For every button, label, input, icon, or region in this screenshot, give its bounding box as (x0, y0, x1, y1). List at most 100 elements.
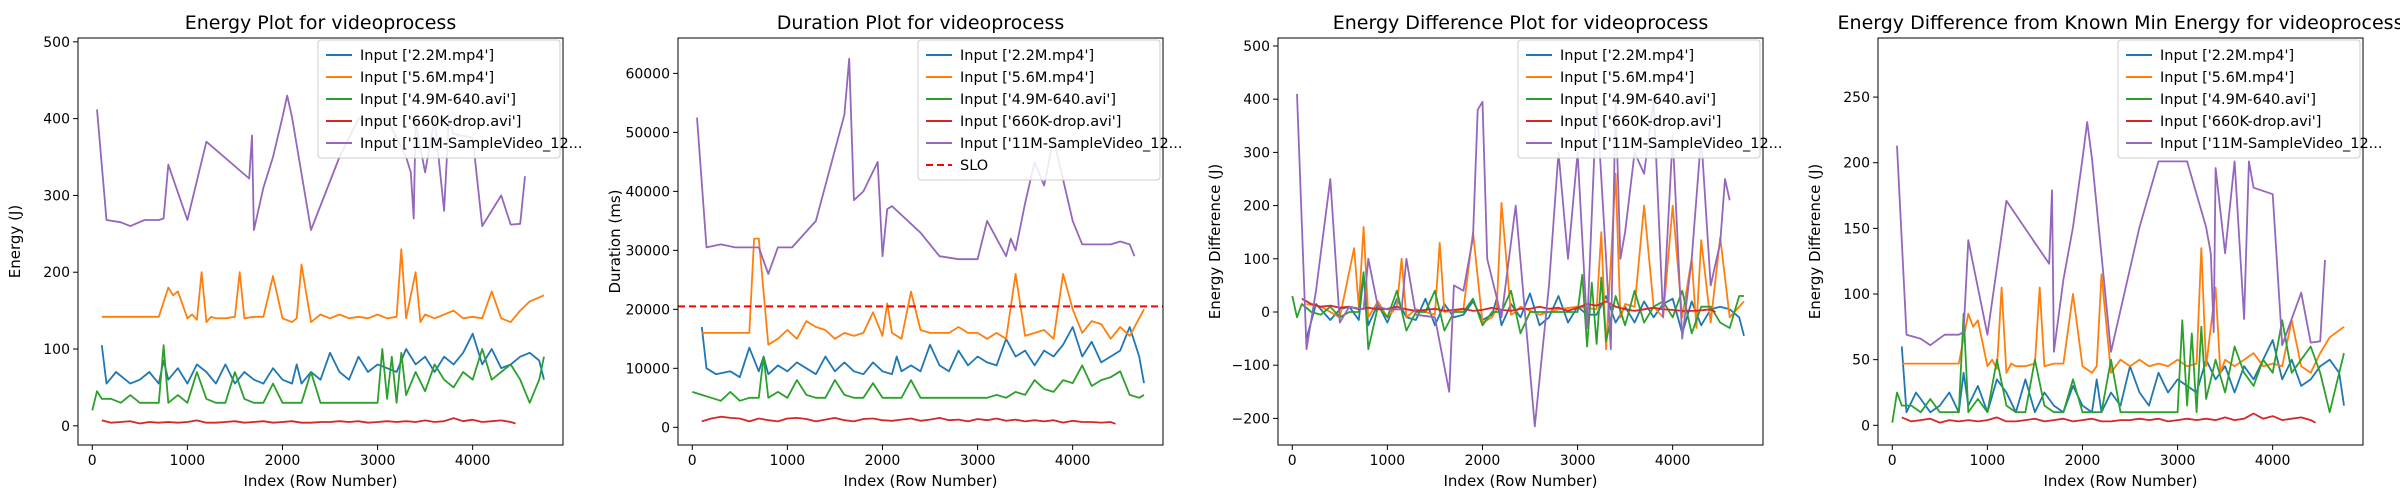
x-tick-label: 2000 (865, 453, 901, 469)
series-line-2 (1901, 247, 2345, 374)
y-tick-label: −200 (1232, 411, 1270, 427)
legend-frame (317, 39, 561, 159)
legend: Input ['2.2M.mp4'] Input ['5.6M.mp4'] Inpu… (917, 39, 1183, 181)
axes-frame (77, 37, 564, 446)
series-line-3 (1891, 312, 2345, 423)
chart-title: Energy Plot for videoprocess (185, 12, 456, 34)
legend-label: Input ['660K-drop.avi'] (360, 114, 521, 130)
series-line-1 (1900, 339, 2345, 414)
series-line-5 (1896, 121, 2326, 353)
chart-panel-3: Energy Difference Plot for videoprocess 0… (1206, 12, 1783, 490)
chart-title: Duration Plot for videoprocess (777, 12, 1065, 34)
legend-label: Input ['11M-SampleVideo_12... (360, 136, 583, 152)
y-tick-label: 0 (1861, 418, 1870, 434)
legend: Input ['2.2M.mp4'] Input ['5.6M.mp4'] Inpu… (1517, 39, 1783, 159)
legend-frame (1517, 39, 1761, 159)
chart-panel-4: Energy Difference from Known Min Energy … (1806, 12, 2400, 490)
x-tick-label: 3000 (960, 453, 996, 469)
legend: Input ['2.2M.mp4'] Input ['5.6M.mp4'] Inpu… (2117, 39, 2383, 159)
x-tick-label: 2000 (1465, 453, 1501, 469)
series-line-5 (696, 57, 1136, 275)
plot-area (1291, 93, 1745, 428)
series-line-4 (701, 415, 1116, 425)
x-tick-label: 4000 (1055, 453, 1091, 469)
y-tick-label: 300 (1243, 145, 1270, 161)
legend-label: Input ['4.9M-640.avi'] (960, 92, 1116, 108)
x-tick-label: 0 (688, 453, 697, 469)
x-tick-label: 1000 (1370, 453, 1406, 469)
y-tick-label: 40000 (625, 184, 670, 200)
y-tick-label: 30000 (625, 243, 670, 259)
legend-label: Input ['2.2M.mp4'] (1560, 48, 1694, 64)
chart-panel-2: Duration Plot for videoprocess 0 1000 2000 3… (606, 12, 1183, 490)
y-axis-label: Energy Difference (J) (1806, 164, 1824, 320)
x-tick-label: 4000 (1655, 453, 1691, 469)
legend-label: Input ['4.9M-640.avi'] (1560, 92, 1716, 108)
plot-area (678, 57, 1163, 425)
legend-label: Input ['5.6M.mp4'] (1560, 70, 1694, 86)
series-line-2 (701, 237, 1145, 346)
x-tick-label: 1000 (770, 453, 806, 469)
legend: Input ['2.2M.mp4'] Input ['5.6M.mp4'] Inpu… (317, 39, 583, 159)
x-axis-label: Index (Row Number) (844, 472, 998, 490)
y-tick-label: 10000 (625, 361, 670, 377)
y-tick-label: 50000 (625, 125, 670, 141)
legend-label: Input ['5.6M.mp4'] (960, 70, 1094, 86)
legend-frame (917, 39, 1161, 181)
y-tick-label: 0 (661, 420, 670, 436)
x-tick-label: 2000 (265, 453, 301, 469)
y-tick-label: 200 (1243, 199, 1270, 215)
y-tick-label: −100 (1232, 358, 1270, 374)
axes-frame (677, 37, 1164, 446)
series-line-2 (101, 248, 545, 324)
legend-label: Input ['11M-SampleVideo_12... (1560, 136, 1783, 152)
plot-area (1891, 121, 2345, 424)
series-line-4 (1901, 412, 2316, 424)
series-line-1 (100, 332, 545, 385)
legend-label: Input ['5.6M.mp4'] (2160, 70, 2294, 86)
y-tick-label: 20000 (625, 302, 670, 318)
y-tick-label: 500 (43, 35, 70, 51)
legend-label: Input ['660K-drop.avi'] (1560, 114, 1721, 130)
y-tick-label: 0 (61, 419, 70, 435)
x-tick-label: 3000 (360, 453, 396, 469)
y-tick-label: 200 (1843, 156, 1870, 172)
x-tick-label: 4000 (2255, 453, 2291, 469)
y-tick-label: 250 (1843, 90, 1870, 106)
series-line-5 (1296, 93, 1731, 428)
legend-frame (2117, 39, 2361, 159)
legend-label: Input ['660K-drop.avi'] (960, 114, 1121, 130)
legend-label: Input ['2.2M.mp4'] (960, 48, 1094, 64)
chart-title: Energy Difference Plot for videoprocess (1333, 12, 1708, 34)
axes-frame (1277, 37, 1764, 446)
y-tick-label: 200 (43, 265, 70, 281)
x-tick-label: 1000 (1970, 453, 2006, 469)
y-tick-label: 500 (1243, 39, 1270, 55)
x-axis-label: Index (Row Number) (1444, 472, 1598, 490)
series-line-1 (700, 326, 1145, 384)
x-tick-label: 0 (88, 453, 97, 469)
y-tick-label: 400 (43, 112, 70, 128)
series-line-3 (91, 344, 545, 411)
chart-title: Energy Difference from Known Min Energy … (1838, 12, 2400, 34)
x-tick-label: 0 (1888, 453, 1897, 469)
y-tick-label: 100 (1843, 287, 1870, 303)
x-axis-label: Index (Row Number) (244, 472, 398, 490)
legend-label: Input ['11M-SampleVideo_12... (2160, 136, 2383, 152)
y-tick-label: 60000 (625, 66, 670, 82)
legend-label: Input ['5.6M.mp4'] (360, 70, 494, 86)
y-tick-label: 100 (1243, 252, 1270, 268)
legend-label: Input ['2.2M.mp4'] (360, 48, 494, 64)
plot-area (91, 94, 545, 425)
series-line-4 (1301, 297, 1716, 313)
y-axis-label: Energy Difference (J) (1206, 164, 1224, 320)
y-tick-label: 300 (43, 188, 70, 204)
x-tick-label: 3000 (2160, 453, 2196, 469)
y-tick-label: 150 (1843, 221, 1870, 237)
x-axis-label: Index (Row Number) (2044, 472, 2198, 490)
series-line-4 (101, 417, 516, 425)
legend-label: Input ['4.9M-640.avi'] (360, 92, 516, 108)
y-axis-label: Energy (J) (6, 205, 24, 278)
